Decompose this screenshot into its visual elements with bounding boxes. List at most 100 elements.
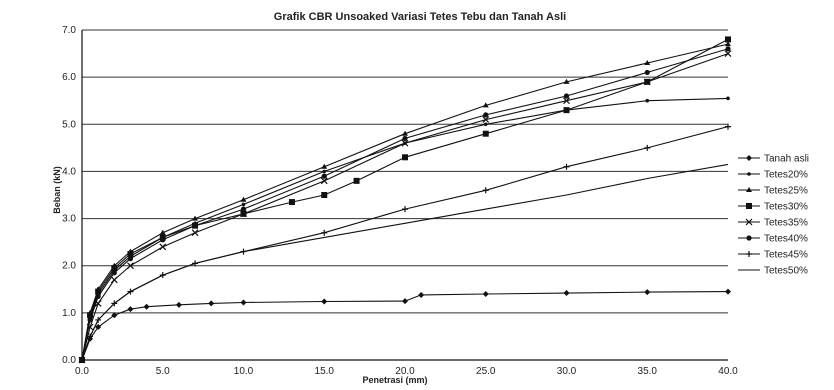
data-point [192,223,198,229]
y-tick-label: 5.0 [62,119,76,130]
data-point [644,60,651,65]
data-point [418,291,425,298]
data-point [192,215,199,221]
data-point [563,290,570,297]
data-point [725,46,731,52]
x-tick-label: 10.0 [234,366,254,377]
legend-marker [746,235,752,241]
data-point [563,78,570,84]
series-0 [79,288,731,363]
data-point [240,299,247,306]
legend-item: Tetes45% [738,250,808,261]
y-axis-label: Beban (kN) [52,166,62,214]
data-point [240,206,247,212]
series-7 [81,163,729,361]
legend-label: Tetes20% [764,170,808,181]
data-point [321,229,328,236]
series-group [78,36,732,364]
data-point [644,144,651,151]
data-point [240,196,247,202]
y-tick-label: 7.0 [62,25,76,36]
series-line [81,53,729,361]
data-point [563,97,570,105]
data-point [191,229,199,237]
x-tick-label: 40.0 [718,366,738,377]
x-axis-label: Penetrasi (mm) [362,375,427,385]
data-point [725,288,731,295]
legend-label: Tanah asli [764,154,809,165]
data-point [402,206,408,213]
series-line [81,43,729,361]
data-point [143,303,150,310]
data-point [725,41,731,47]
data-point [643,78,651,86]
data-point [563,93,570,99]
legend-label: Tetes50% [764,266,808,277]
data-point [127,306,134,313]
data-point [111,312,118,319]
data-point [321,173,327,179]
data-point [159,243,167,251]
data-point [401,139,409,147]
data-point [353,177,360,184]
y-tick-label: 3.0 [62,214,76,225]
data-point [321,298,328,305]
legend-marker [747,172,751,176]
data-point [87,317,93,323]
legend-item: Tetes35% [738,218,808,229]
data-point [321,192,328,198]
y-tick-label: 4.0 [62,166,76,177]
legend-marker [746,187,752,192]
grid-lines [82,29,728,314]
data-point [724,50,732,57]
legend-item: Tetes20% [738,170,808,181]
data-point [127,250,134,257]
series-2 [79,41,731,362]
x-tick-label: 25.0 [476,366,496,377]
x-tick-label: 5.0 [156,366,170,377]
data-point [402,298,408,305]
data-point [208,300,215,307]
data-point [402,135,408,142]
data-point [127,256,134,262]
x-tick-label: 15.0 [315,366,335,377]
data-point [95,293,101,299]
legend-item: Tetes40% [738,234,808,245]
data-point [127,262,134,270]
legend-label: Tetes35% [764,218,808,229]
y-tick-label: 6.0 [62,72,76,83]
data-point [644,289,651,296]
legend-marker [746,251,752,257]
data-point [482,130,489,137]
legend-label: Tetes40% [764,234,808,245]
data-point [110,276,118,284]
legend-marker [746,155,752,161]
data-point [402,154,408,161]
data-point [95,324,102,330]
series-line [81,48,729,361]
y-tick-label: 2.0 [62,261,76,272]
series-line [81,38,729,361]
data-point [402,130,408,136]
x-tick-label: 0.0 [75,366,89,377]
legend: Tanah asli Tetes20% Tetes25% Tetes30% Tetes3… [738,154,809,277]
y-tick-label: 1.0 [62,308,76,319]
data-point [725,123,731,130]
data-point [482,102,489,108]
data-point [321,163,328,169]
data-point [483,122,488,127]
x-tick-label: 35.0 [638,366,658,377]
data-point [111,265,118,272]
data-point [563,163,570,170]
x-tick-label: 20.0 [395,366,415,377]
data-point [483,112,489,118]
series-line [81,163,729,361]
x-tick-labels: 0.0 5.0 10.0 15.0 20.0 25.0 30.0 35.0 40.0 [75,366,738,377]
legend-label: Tetes25% [764,186,808,197]
data-point [160,237,166,243]
data-point [87,312,94,319]
data-point [645,98,650,103]
data-point [159,229,166,235]
data-point [644,69,650,76]
